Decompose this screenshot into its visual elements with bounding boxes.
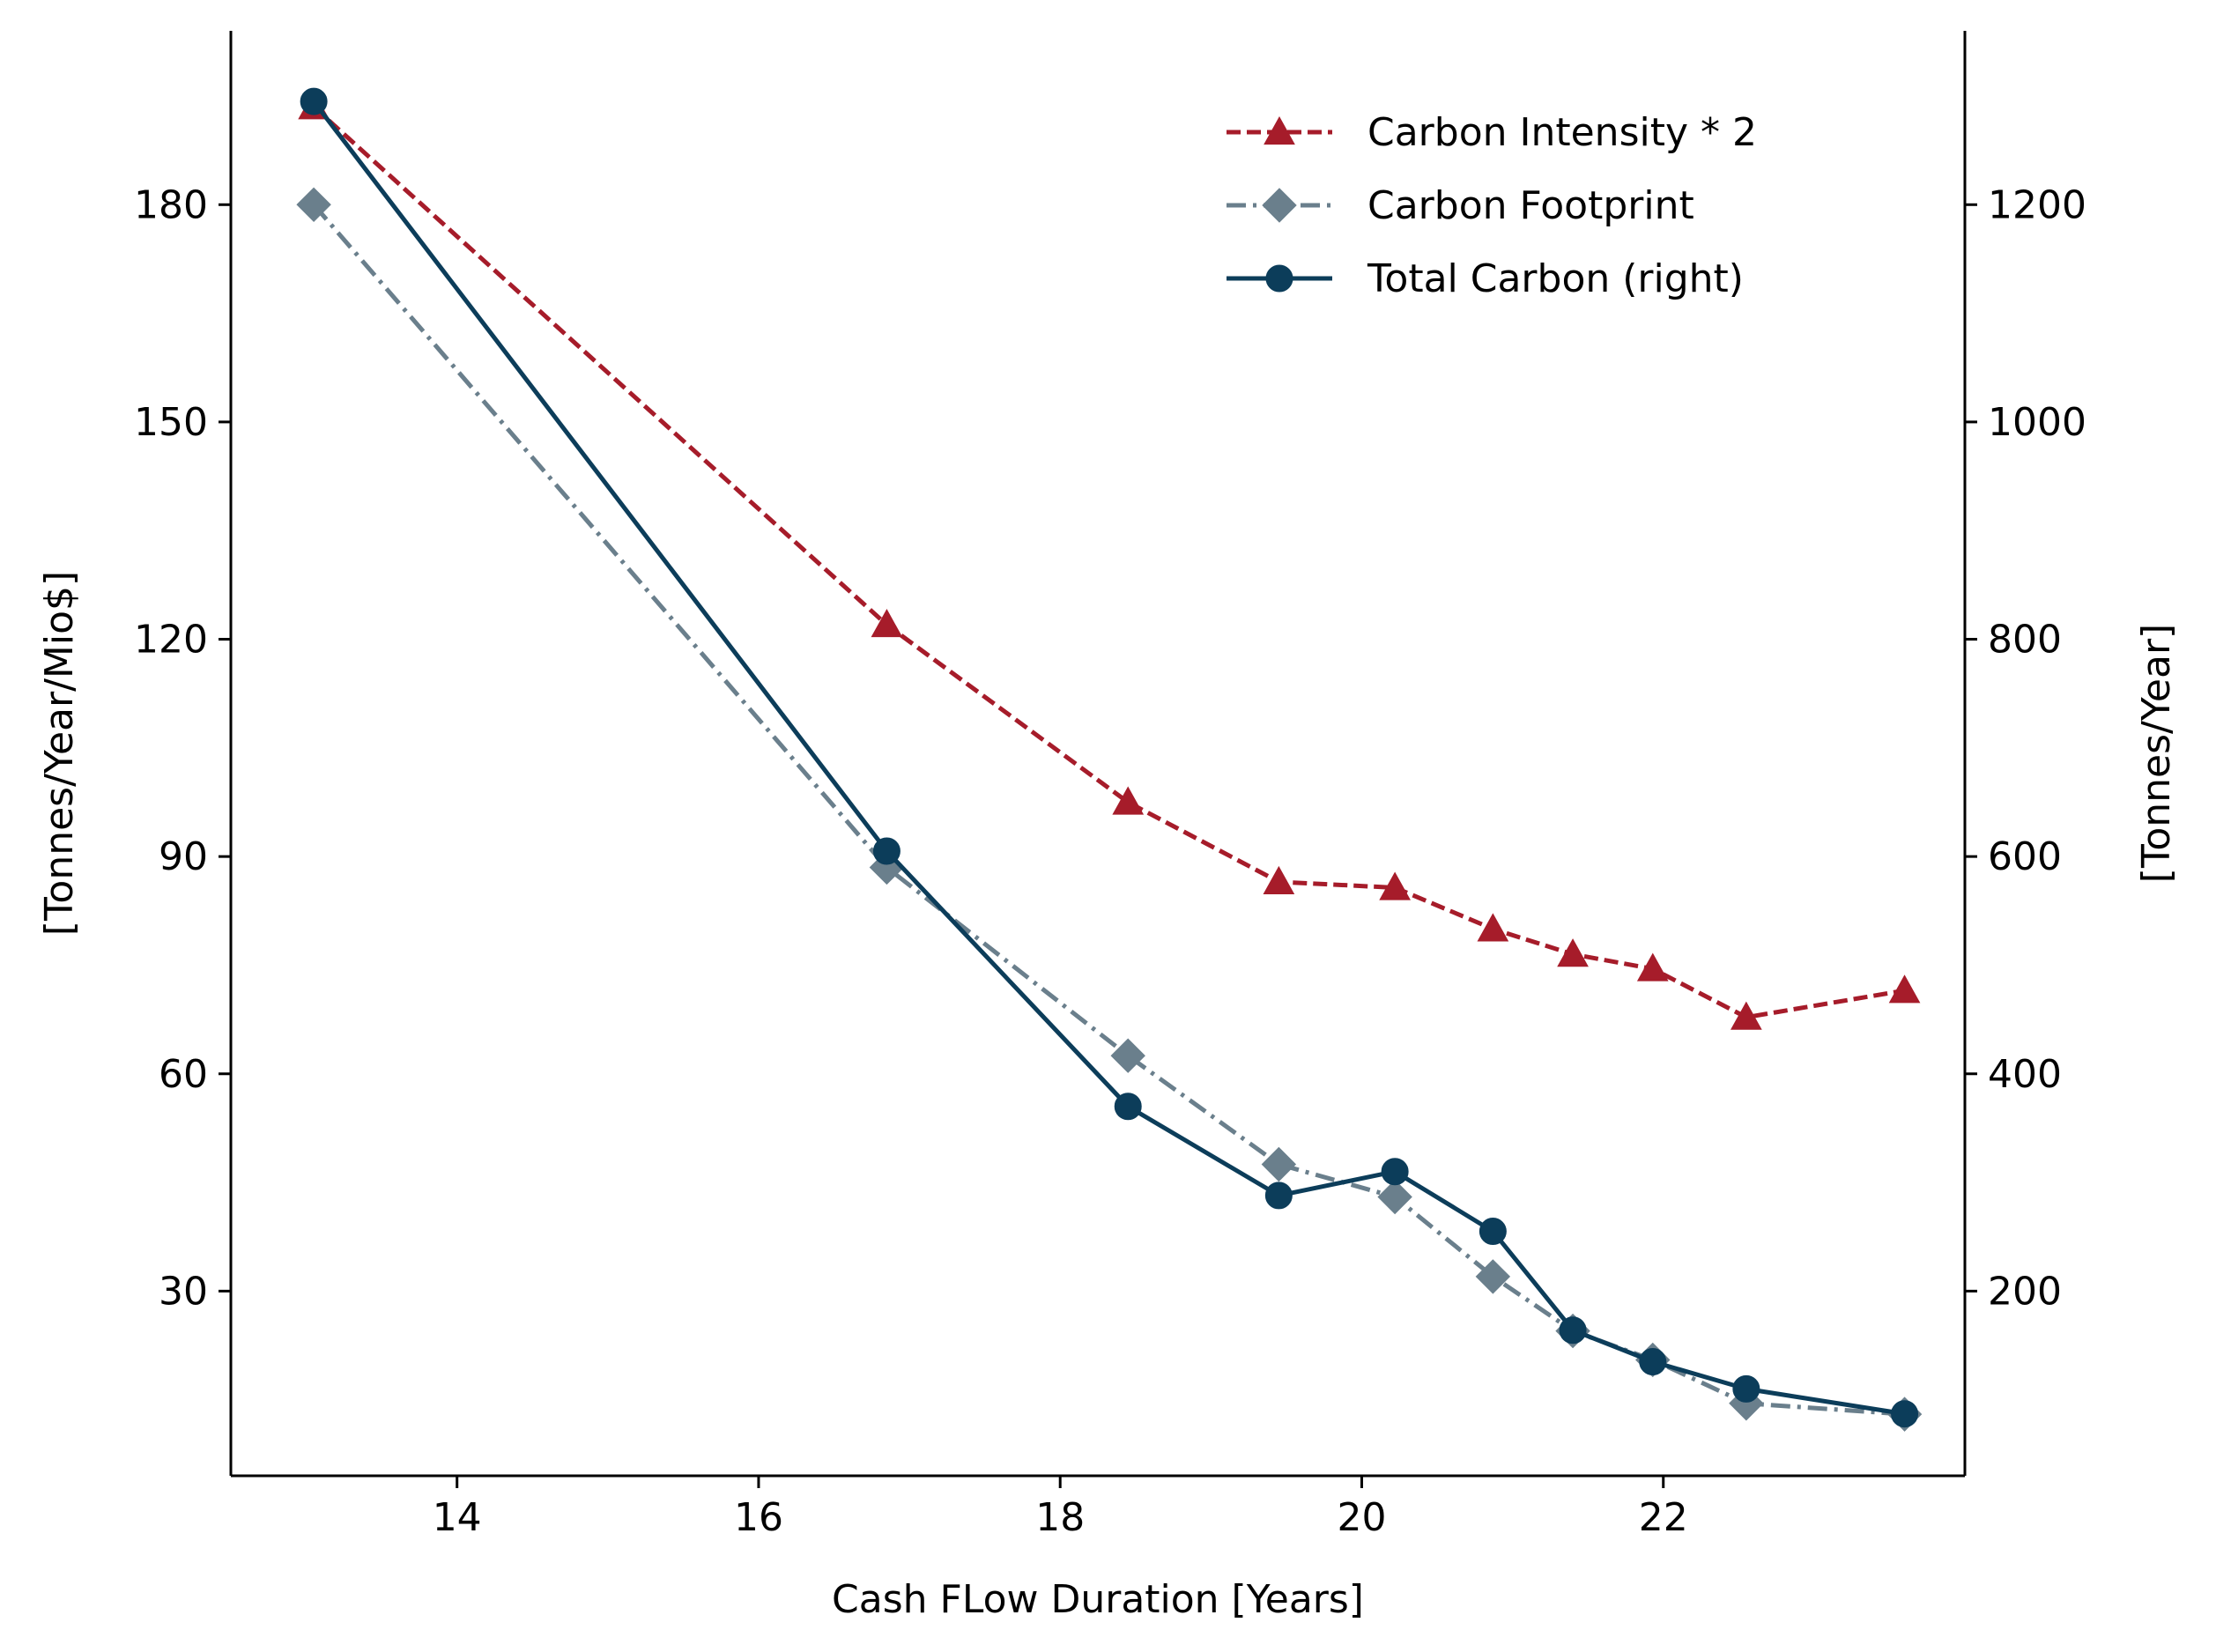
data-point-triangle (1636, 952, 1669, 982)
legend-marker-diamond (1262, 188, 1297, 223)
y-axis-right-title: [Tonnes/Year] (2134, 624, 2179, 883)
y-right-tick-label: 600 (1988, 834, 2062, 879)
x-tick-label: 16 (734, 1495, 783, 1540)
legend-marker-triangle (1264, 115, 1295, 145)
data-point-triangle (1263, 865, 1295, 895)
data-point-circle (872, 837, 900, 865)
series-line (312, 203, 1905, 1417)
axes: 14 16 18 20 22 30 60 90 120 150 180 200 400 600 800 100… (134, 31, 2086, 1540)
x-tick-label: 22 (1639, 1495, 1688, 1540)
data-point-circle (1891, 1400, 1919, 1428)
y-right-tick-label: 800 (1988, 618, 2062, 663)
data-point-triangle (1557, 938, 1589, 967)
x-tick-label: 20 (1337, 1495, 1386, 1540)
legend-label: Carbon Footprint (1367, 183, 1694, 228)
data-point-circle (1114, 1093, 1142, 1121)
data-point-triangle (1112, 786, 1145, 815)
data-point-circle (1732, 1374, 1760, 1403)
data-point-diamond (1475, 1259, 1511, 1294)
y-right-tick-label: 400 (1988, 1052, 2062, 1097)
data-point-triangle (871, 609, 903, 638)
data-point-circle (1381, 1158, 1409, 1186)
legend-item: Carbon Footprint (1227, 183, 1694, 228)
y-axis-left-title: [Tonnes/Year/Mio$] (37, 571, 82, 936)
legend-marker-circle (1265, 264, 1293, 293)
y-left-tick-label: 30 (159, 1269, 208, 1314)
data-point-circle (1479, 1218, 1507, 1246)
series-line (312, 105, 1905, 1020)
data-point-diamond (296, 187, 331, 223)
series-line (312, 100, 1905, 1417)
series-1 (296, 187, 1923, 1432)
data-point-triangle (1888, 974, 1921, 1004)
y-left-tick-label: 90 (159, 834, 208, 879)
data-point-circle (1639, 1348, 1667, 1376)
y-right-tick-label: 200 (1988, 1269, 2062, 1314)
data-point-diamond (1261, 1146, 1297, 1182)
series-2 (300, 87, 1919, 1428)
y-right-tick-label: 1200 (1988, 182, 2086, 227)
x-tick-label: 14 (433, 1495, 482, 1540)
legend-item: Total Carbon (right) (1227, 256, 1744, 301)
series-0 (298, 91, 1921, 1030)
x-axis-title: Cash FLow Duration [Years] (832, 1577, 1364, 1622)
data-point-triangle (1379, 871, 1411, 900)
data-point-diamond (1377, 1179, 1412, 1215)
y-left-tick-label: 180 (134, 182, 208, 227)
data-point-diamond (1110, 1038, 1145, 1073)
data-point-circle (1264, 1182, 1293, 1210)
y-left-tick-label: 60 (159, 1052, 208, 1097)
x-tick-label: 18 (1035, 1495, 1085, 1540)
data-point-triangle (1731, 1001, 1762, 1030)
y-left-tick-label: 150 (134, 400, 208, 445)
y-left-tick-label: 120 (134, 618, 208, 663)
data-point-triangle (1477, 913, 1509, 942)
legend-label: Total Carbon (right) (1367, 256, 1744, 301)
legend: Carbon Intensity * 2 Carbon Footprint Tota… (1227, 110, 1757, 301)
legend-label: Carbon Intensity * 2 (1367, 110, 1757, 155)
series-layer (296, 87, 1923, 1432)
data-point-circle (1559, 1316, 1587, 1345)
data-point-circle (300, 87, 328, 115)
y-right-tick-label: 1000 (1988, 400, 2086, 445)
legend-item: Carbon Intensity * 2 (1227, 110, 1757, 155)
